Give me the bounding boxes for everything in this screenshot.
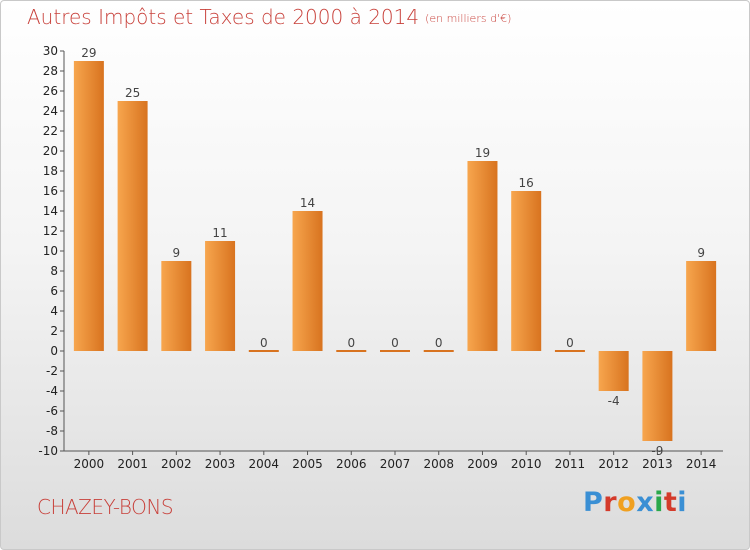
y-tick-label: 18 xyxy=(43,164,58,178)
x-tick-label: 2006 xyxy=(336,457,367,471)
bar xyxy=(554,350,585,352)
bar xyxy=(117,101,148,351)
bar xyxy=(467,161,498,351)
chart-title-text: Autres Impôts et Taxes de 2000 à 2014 xyxy=(27,5,420,29)
data-label: 14 xyxy=(300,196,315,210)
data-label: 0 xyxy=(347,336,355,350)
bar xyxy=(598,351,629,391)
y-tick-label: 10 xyxy=(43,244,58,258)
commune-name: CHAZEY-BONS xyxy=(37,495,174,519)
data-label: 0 xyxy=(391,336,399,350)
logo-letter: o xyxy=(617,487,637,518)
x-tick-label: 2004 xyxy=(249,457,280,471)
y-tick-label: -8 xyxy=(46,424,58,438)
data-label: 0 xyxy=(566,336,574,350)
bar xyxy=(292,211,323,351)
y-tick-label: -4 xyxy=(46,384,58,398)
logo-letter: P xyxy=(583,487,604,518)
bar-series xyxy=(73,61,717,441)
data-label: 29 xyxy=(81,46,96,60)
data-label: 9 xyxy=(697,246,705,260)
bar xyxy=(161,261,192,351)
y-tick-label: 22 xyxy=(43,124,58,138)
y-tick-label: 28 xyxy=(43,64,58,78)
logo-letter: r xyxy=(603,487,618,518)
data-label: 16 xyxy=(519,176,534,190)
x-tick-label: 2002 xyxy=(161,457,192,471)
y-tick-label: 0 xyxy=(50,344,58,358)
chart-subtitle: (en milliers d'€) xyxy=(425,12,512,25)
x-tick-label: 2014 xyxy=(686,457,717,471)
y-tick-label: 26 xyxy=(43,84,58,98)
x-tick-label: 2013 xyxy=(642,457,673,471)
chart-title: Autres Impôts et Taxes de 2000 à 2014 (en… xyxy=(27,5,511,29)
y-tick-label: 2 xyxy=(50,324,58,338)
y-tick-label: 12 xyxy=(43,224,58,238)
y-tick-label: 30 xyxy=(43,44,58,58)
data-label: 19 xyxy=(475,146,490,160)
x-tick-label: 2000 xyxy=(74,457,105,471)
bar xyxy=(423,350,454,352)
bar xyxy=(686,261,717,351)
bar xyxy=(336,350,367,352)
y-tick-label: 4 xyxy=(50,304,58,318)
y-tick-label: 24 xyxy=(43,104,58,118)
x-tick-label: 2011 xyxy=(555,457,586,471)
bar xyxy=(642,351,673,441)
logo-letter: i xyxy=(677,487,688,518)
x-axis: 2000 2001 2002 2003 2004 2005 2006 2007 2008 2009… xyxy=(64,450,723,471)
x-tick-label: 2010 xyxy=(511,457,542,471)
y-tick-label: 20 xyxy=(43,144,58,158)
x-tick-label: 2005 xyxy=(292,457,323,471)
x-tick-label: 2012 xyxy=(598,457,629,471)
bar xyxy=(380,350,410,352)
data-label: 25 xyxy=(125,86,140,100)
data-label: 11 xyxy=(212,226,227,240)
bar xyxy=(73,61,104,351)
y-tick-label: -6 xyxy=(46,404,58,418)
bar xyxy=(248,350,279,352)
x-tick-label: 2008 xyxy=(423,457,454,471)
bar xyxy=(205,241,236,351)
data-label: -4 xyxy=(608,394,620,408)
y-tick-label: 14 xyxy=(43,204,58,218)
data-label: 9 xyxy=(173,246,181,260)
y-tick-label: 8 xyxy=(50,264,58,278)
y-tick-label: -10 xyxy=(38,444,58,458)
data-label: 0 xyxy=(260,336,268,350)
bar xyxy=(511,191,542,351)
logo-letter: x xyxy=(636,487,655,518)
x-tick-label: 2007 xyxy=(380,457,411,471)
y-tick-label: 6 xyxy=(50,284,58,298)
logo-letter: i xyxy=(654,487,664,518)
data-label: 0 xyxy=(435,336,443,350)
data-label: -9 xyxy=(651,444,663,458)
proxiti-logo[interactable]: Proxiti xyxy=(583,487,687,518)
x-tick-label: 2009 xyxy=(467,457,498,471)
y-tick-label: 16 xyxy=(43,184,58,198)
x-tick-label: 2001 xyxy=(117,457,148,471)
x-tick-label: 2003 xyxy=(205,457,236,471)
data-labels: 29 25 9 11 0 14 0 0 0 19 16 0 -4 -9 9 xyxy=(81,46,705,458)
logo-letter: t xyxy=(663,487,678,518)
y-tick-label: -2 xyxy=(46,364,58,378)
